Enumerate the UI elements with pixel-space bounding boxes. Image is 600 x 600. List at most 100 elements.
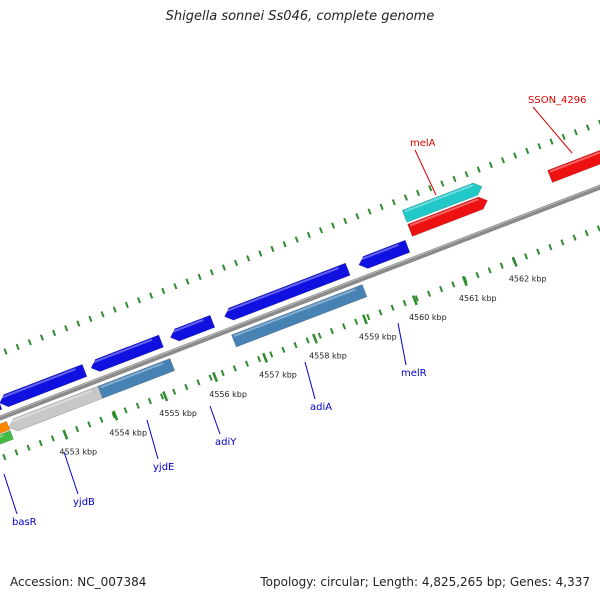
outer-tick-mark (428, 185, 433, 192)
gene-label-leader (414, 149, 437, 196)
gene-label-yjde: yjdE (153, 462, 174, 473)
outer-tick-mark (403, 194, 408, 201)
accession-label: Accession: NC_007384 (10, 575, 147, 589)
outer-tick-mark (52, 329, 57, 337)
cds-forward-feature (90, 334, 164, 372)
outer-tick-mark (500, 157, 506, 164)
gene-label-leader (304, 361, 316, 400)
inner-tick-mark (305, 337, 310, 344)
cds-steelblue-feature-shine (100, 362, 164, 389)
cds-forward-feature (0, 364, 88, 408)
inner-tick-mark (269, 351, 274, 358)
outer-tick-mark (173, 283, 178, 290)
inner-tick-mark (536, 248, 541, 255)
outer-tick-mark (306, 231, 311, 239)
cds-forward-feature-shine (0, 368, 76, 400)
kbp-tick-label: 4555 kbp (159, 409, 197, 418)
inner-tick-mark (329, 327, 334, 335)
outer-tick-mark (39, 334, 44, 341)
outer-tick-mark (416, 189, 421, 197)
inner-tick-mark (293, 341, 298, 349)
inner-tick-mark (366, 313, 371, 321)
kbp-major-tick (461, 275, 468, 287)
gene-label-mela: melA (410, 138, 436, 149)
cds-gray-feature (8, 385, 104, 432)
kbp-major-tick (312, 333, 318, 344)
map-title: Shigella sonnei Ss046, complete genome (165, 9, 435, 24)
inner-tick-mark (572, 234, 577, 241)
rna-feature (547, 149, 600, 183)
outer-tick-mark (525, 147, 530, 155)
inner-tick-mark (378, 309, 383, 316)
inner-tick-mark (426, 290, 431, 297)
outer-tick-mark (355, 213, 360, 220)
cds-forward-feature-shine (358, 244, 399, 261)
inner-tick-mark (281, 346, 286, 353)
kbp-major-tick (62, 429, 69, 440)
outer-tick-mark (537, 143, 542, 150)
gene-label-leader (63, 451, 79, 495)
cds-green-feature (0, 430, 14, 445)
outer-tick-mark (513, 152, 518, 159)
outer-tick-mark (585, 124, 590, 131)
inner-tick-mark (487, 267, 492, 274)
outer-tick-mark (149, 292, 154, 299)
kbp-major-tick (411, 295, 418, 306)
rna-feature (407, 196, 488, 237)
outer-tick-mark (112, 306, 117, 313)
outer-tick-mark (88, 315, 93, 323)
rna-feature (401, 182, 483, 223)
gene-label-leader (532, 106, 573, 154)
gene-label-leader (209, 405, 221, 435)
outer-tick-mark (100, 311, 105, 318)
inner-tick-mark (232, 365, 237, 372)
outer-tick-mark (452, 175, 457, 183)
outer-tick-mark (64, 325, 69, 332)
inner-tick-mark (172, 388, 177, 395)
kbp-tick-label: 4556 kbp (209, 390, 247, 399)
outer-tick-mark (561, 133, 566, 141)
kbp-tick-label: 4560 kbp (409, 313, 447, 322)
gene-label-leader (3, 473, 18, 515)
cds-gray-feature-shine (8, 389, 92, 424)
inner-tick-mark (160, 393, 165, 400)
gene-label-leader (146, 419, 159, 460)
inner-tick-mark (123, 407, 128, 414)
inner-tick-mark (111, 411, 116, 419)
genome-backbone-highlight (0, 185, 600, 418)
outer-tick-mark (3, 348, 8, 355)
cds-forward-feature (0, 403, 3, 411)
outer-tick-mark (367, 208, 372, 215)
outer-tick-mark (318, 227, 324, 234)
outer-tick-mark (573, 129, 578, 136)
outer-tick-mark (598, 119, 600, 126)
kbp-major-tick (511, 256, 518, 267)
outer-tick-mark (209, 269, 214, 276)
inner-tick-mark (75, 425, 80, 433)
cds-forward-feature-shine (224, 266, 340, 313)
cds-orange-feature (0, 420, 11, 434)
inner-tick-mark (14, 449, 19, 456)
inner-tick-mark (317, 332, 322, 339)
outer-tick-mark (379, 203, 384, 211)
outer-tick-mark (27, 339, 32, 346)
outer-tick-mark (258, 250, 263, 257)
inner-tick-mark (390, 304, 395, 311)
inner-tick-mark (2, 453, 7, 461)
outer-tick-mark (331, 222, 336, 229)
gene-label-basr: basR (12, 517, 37, 528)
outer-tick-mark (124, 301, 129, 309)
inner-tick-mark (257, 355, 262, 363)
inner-tick-mark (244, 360, 249, 367)
inner-tick-mark (147, 397, 152, 405)
kbp-tick-label: 4562 kbp (509, 275, 547, 284)
kbp-tick-label: 4557 kbp (259, 371, 297, 380)
inner-tick-mark (560, 239, 565, 246)
outer-tick-mark (464, 171, 469, 178)
outer-tick-mark (185, 278, 190, 285)
inner-tick-mark (184, 383, 189, 391)
cds-steelblue-feature (97, 358, 176, 399)
kbp-tick-label: 4561 kbp (459, 294, 497, 303)
kbp-major-tick (361, 314, 368, 325)
